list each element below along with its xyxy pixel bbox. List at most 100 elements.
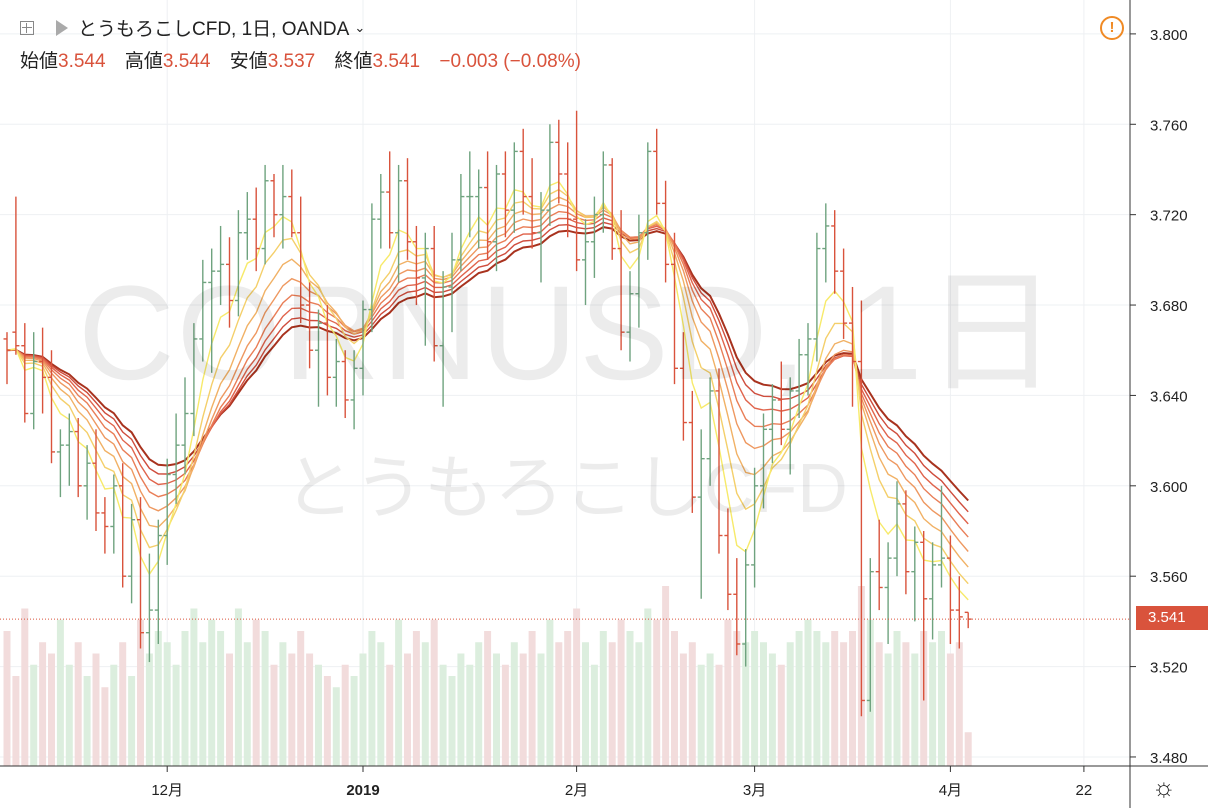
ohlc-bar — [3, 332, 11, 385]
volume-bar — [323, 676, 331, 766]
volume-bar — [145, 653, 153, 766]
volume-bar — [386, 664, 394, 766]
ohlc-bar — [884, 542, 892, 644]
ohlc-bar — [715, 368, 723, 554]
y-tick-label: 3.800 — [1150, 27, 1188, 44]
ohlc-bar — [128, 503, 136, 604]
x-tick-label: 2月 — [565, 782, 588, 799]
ohlc-bar — [751, 467, 759, 588]
watermark-name: とうもろこしCFD — [284, 449, 848, 527]
volume-bar — [137, 619, 144, 766]
volume-bar — [12, 676, 20, 766]
ohlc-bar — [608, 158, 616, 260]
ohlc-bar — [519, 128, 527, 215]
ohlc-bar — [261, 164, 269, 265]
volume-bar — [564, 631, 572, 766]
high-label: 高値 — [124, 51, 163, 72]
volume-bar — [332, 687, 340, 766]
volume-bar — [519, 653, 527, 766]
volume-bar — [110, 664, 118, 766]
volume-bar — [662, 586, 670, 766]
x-tick-label: 12月 — [151, 782, 183, 799]
volume-bar — [760, 642, 767, 766]
volume-bar — [946, 653, 954, 766]
volume-bar — [893, 631, 901, 766]
symbol-title[interactable]: とうもろこしCFD, 1日, OANDA ⌄ — [20, 14, 365, 41]
volume-bar — [768, 653, 776, 766]
ohlc-bar — [199, 259, 207, 362]
ohlc-bar — [163, 458, 171, 565]
volume-bar — [234, 608, 242, 766]
volume-bar — [430, 619, 438, 766]
volume-bar — [288, 653, 296, 766]
ohlc-bar — [74, 418, 82, 498]
ohlc-bar — [733, 558, 741, 656]
volume-bar — [181, 631, 189, 766]
ohlc-bar — [866, 558, 874, 712]
volume-bar — [902, 642, 910, 766]
warning-icon[interactable]: ! — [1100, 16, 1124, 40]
ohlc-bar — [777, 361, 785, 446]
ohlc-bar — [617, 210, 625, 351]
ohlc-bar — [65, 413, 73, 486]
ohlc-bar — [359, 300, 367, 396]
ohlc-bar — [208, 248, 216, 373]
volume-bar — [573, 608, 581, 766]
gear-icon[interactable]: ☼ — [1152, 772, 1176, 802]
ohlc-bar — [234, 210, 242, 317]
ohlc-bar — [323, 305, 331, 396]
volume-bar — [884, 653, 892, 766]
volume-bar — [742, 642, 750, 766]
chevron-down-icon[interactable]: ⌄ — [354, 19, 366, 35]
volume-bar — [688, 642, 696, 766]
ohlc-bar — [911, 526, 919, 622]
ohlc-bar — [475, 169, 483, 249]
volume-bar — [804, 619, 812, 766]
volume-bar — [964, 732, 972, 766]
legend-header: とうもろこしCFD, 1日, OANDA ⌄ 始値3.544 高値3.544 安… — [0, 0, 1130, 80]
ohlc-bar — [226, 237, 233, 328]
volume-bar — [626, 631, 634, 766]
ohlc-bar — [920, 531, 928, 701]
ohlc-bar — [395, 164, 403, 283]
ohlc-bars — [3, 110, 972, 717]
ohlc-bar — [368, 203, 376, 333]
expand-icon[interactable] — [20, 20, 34, 35]
volume-bar — [697, 664, 705, 766]
volume-bar — [48, 653, 55, 766]
ohlc-bar — [315, 309, 322, 407]
volume-bar — [537, 653, 545, 766]
ohlc-bar — [341, 350, 349, 419]
volume-bar — [555, 642, 563, 766]
volume-bar — [831, 631, 839, 766]
ohlc-bar — [795, 338, 803, 419]
volume-bar — [252, 619, 260, 766]
volume-bar — [875, 642, 883, 766]
volume-bar — [501, 664, 509, 766]
ohlc-bar — [573, 110, 581, 272]
ohlc-bar — [590, 196, 598, 278]
ohlc-bar — [857, 300, 865, 717]
volume-bar — [279, 642, 287, 766]
volume-bar — [635, 642, 643, 766]
ohlc-bar — [644, 142, 652, 260]
volume-bar — [190, 608, 198, 766]
volume-bar — [671, 631, 678, 766]
volume-bar — [65, 664, 73, 766]
ohlc-bar — [92, 429, 100, 532]
ohlc-bar — [724, 508, 732, 611]
ohlc-bar — [190, 323, 198, 437]
volume-bar — [350, 676, 358, 766]
ohlc-bar — [484, 151, 492, 260]
volume-bar — [163, 642, 171, 766]
ohlc-bar — [48, 350, 55, 464]
ohlc-bar — [955, 576, 963, 649]
ohlc-bar — [110, 474, 118, 554]
ohlc-bar — [12, 196, 20, 355]
volume-bar — [297, 631, 305, 766]
volume-bar — [172, 664, 180, 766]
ohlc-bar — [786, 377, 794, 475]
ohlc-bar — [332, 338, 340, 407]
